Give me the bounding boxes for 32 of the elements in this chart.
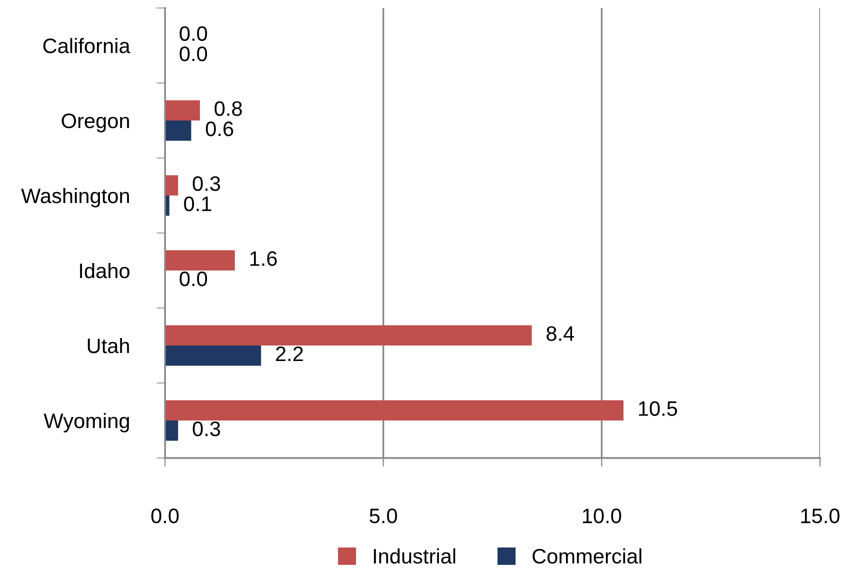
data-label: 0.0 — [180, 271, 208, 286]
data-label: 0.6 — [206, 121, 234, 136]
bar — [165, 325, 532, 346]
y-tick-label: Utah — [88, 338, 129, 354]
bar — [165, 250, 235, 270]
y-tick-label: California — [43, 38, 130, 54]
data-label: 8.4 — [546, 326, 574, 341]
legend-label: Industrial — [374, 548, 456, 564]
bar — [165, 400, 624, 420]
bar — [165, 100, 200, 120]
data-label: 10.5 — [638, 401, 678, 416]
bar — [165, 175, 178, 196]
data-label: 0.3 — [192, 176, 220, 191]
x-tick-label: 15.0 — [801, 508, 840, 524]
x-tick-label: 5.0 — [370, 508, 397, 524]
legend-label: Commercial — [532, 548, 642, 564]
y-tick-label: Washington — [21, 188, 129, 208]
bar — [165, 420, 178, 441]
y-tick-label: Wyoming — [44, 412, 129, 432]
data-label: 0.3 — [192, 421, 220, 436]
x-tick-label: 10.0 — [582, 508, 622, 524]
data-label: 0.8 — [214, 101, 242, 116]
y-tick-label: Idaho — [80, 262, 130, 278]
bar — [165, 120, 192, 141]
bar — [165, 346, 262, 366]
data-label: 0.0 — [180, 46, 208, 62]
data-label: 2.2 — [276, 346, 303, 362]
data-label: 0.1 — [184, 196, 212, 212]
data-label: 0.0 — [180, 26, 208, 41]
data-label: 1.6 — [250, 251, 277, 266]
y-tick-label: Oregon — [62, 114, 129, 132]
x-tick-label: 0.0 — [151, 508, 179, 524]
